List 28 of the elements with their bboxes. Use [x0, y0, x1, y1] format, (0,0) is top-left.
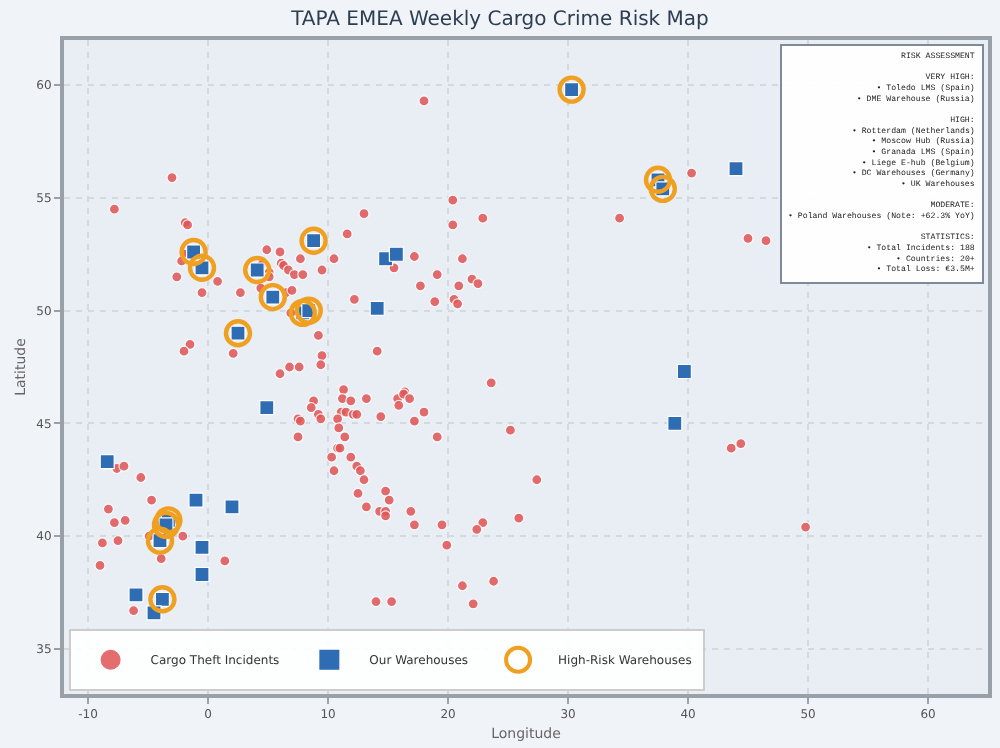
point	[188, 492, 204, 508]
point	[676, 363, 692, 380]
point	[288, 298, 317, 328]
chart-title: TAPA EMEA Weekly Cargo Crime Risk Map	[289, 9, 709, 32]
point	[299, 226, 328, 255]
point	[151, 510, 181, 540]
point	[145, 526, 175, 555]
point	[99, 454, 115, 470]
point	[388, 246, 404, 262]
point	[128, 587, 144, 603]
point	[179, 237, 208, 267]
point	[728, 160, 744, 177]
point	[243, 255, 272, 285]
point	[194, 566, 210, 583]
point	[258, 282, 287, 312]
point	[648, 174, 677, 204]
point	[223, 318, 253, 348]
point	[259, 400, 275, 416]
point	[224, 499, 240, 515]
point	[294, 296, 323, 325]
point	[187, 253, 217, 282]
point	[557, 75, 586, 104]
point	[369, 300, 385, 316]
point	[154, 506, 183, 535]
point	[194, 539, 210, 556]
point	[148, 585, 177, 614]
point	[667, 415, 683, 431]
point	[643, 165, 673, 195]
